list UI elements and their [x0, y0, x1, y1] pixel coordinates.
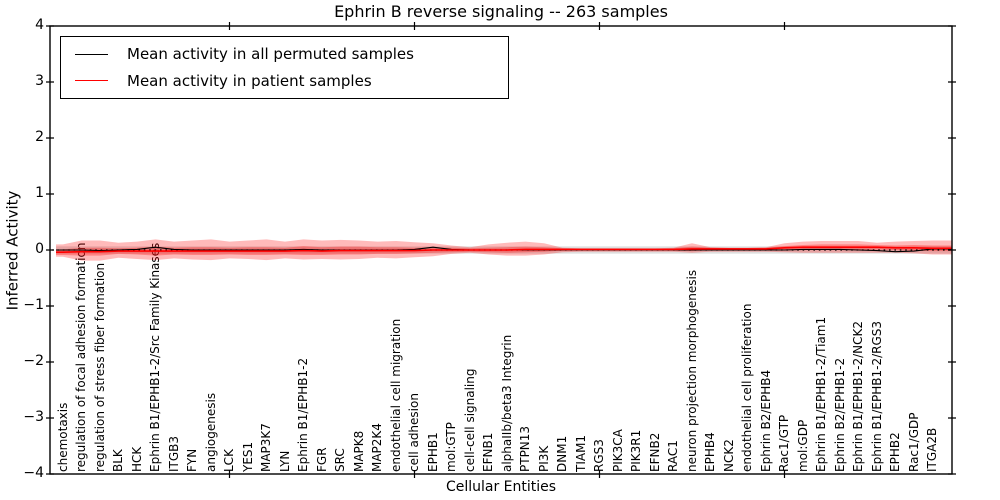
permuted-line-swatch	[75, 53, 108, 55]
patient-line-swatch	[75, 80, 108, 82]
y-tick-label: 3	[35, 73, 44, 89]
tick-marks	[46, 22, 956, 478]
x-axis-label: Cellular Entities	[445, 479, 557, 495]
patient-mean-line	[56, 246, 952, 253]
legend-label: Mean activity in all permuted samples	[127, 45, 414, 64]
legend-label: Mean activity in patient samples	[127, 71, 372, 90]
y-tick-label: 2	[35, 129, 44, 145]
y-tick-label: 1	[35, 185, 44, 201]
legend-box: Mean activity in all permuted samples Me…	[60, 36, 509, 99]
y-tick-label: −2	[23, 353, 44, 369]
legend-item-permuted: Mean activity in all permuted samples	[61, 45, 508, 63]
y-tick-label: −1	[23, 297, 44, 313]
y-tick-label: 4	[35, 17, 44, 33]
chart-title: Ephrin B reverse signaling -- 263 sample…	[334, 2, 668, 21]
y-tick-label: −4	[23, 465, 44, 481]
y-tick-label: −3	[23, 409, 44, 425]
y-tick-label: 0	[35, 241, 44, 257]
legend-item-patient: Mean activity in patient samples	[61, 72, 508, 90]
